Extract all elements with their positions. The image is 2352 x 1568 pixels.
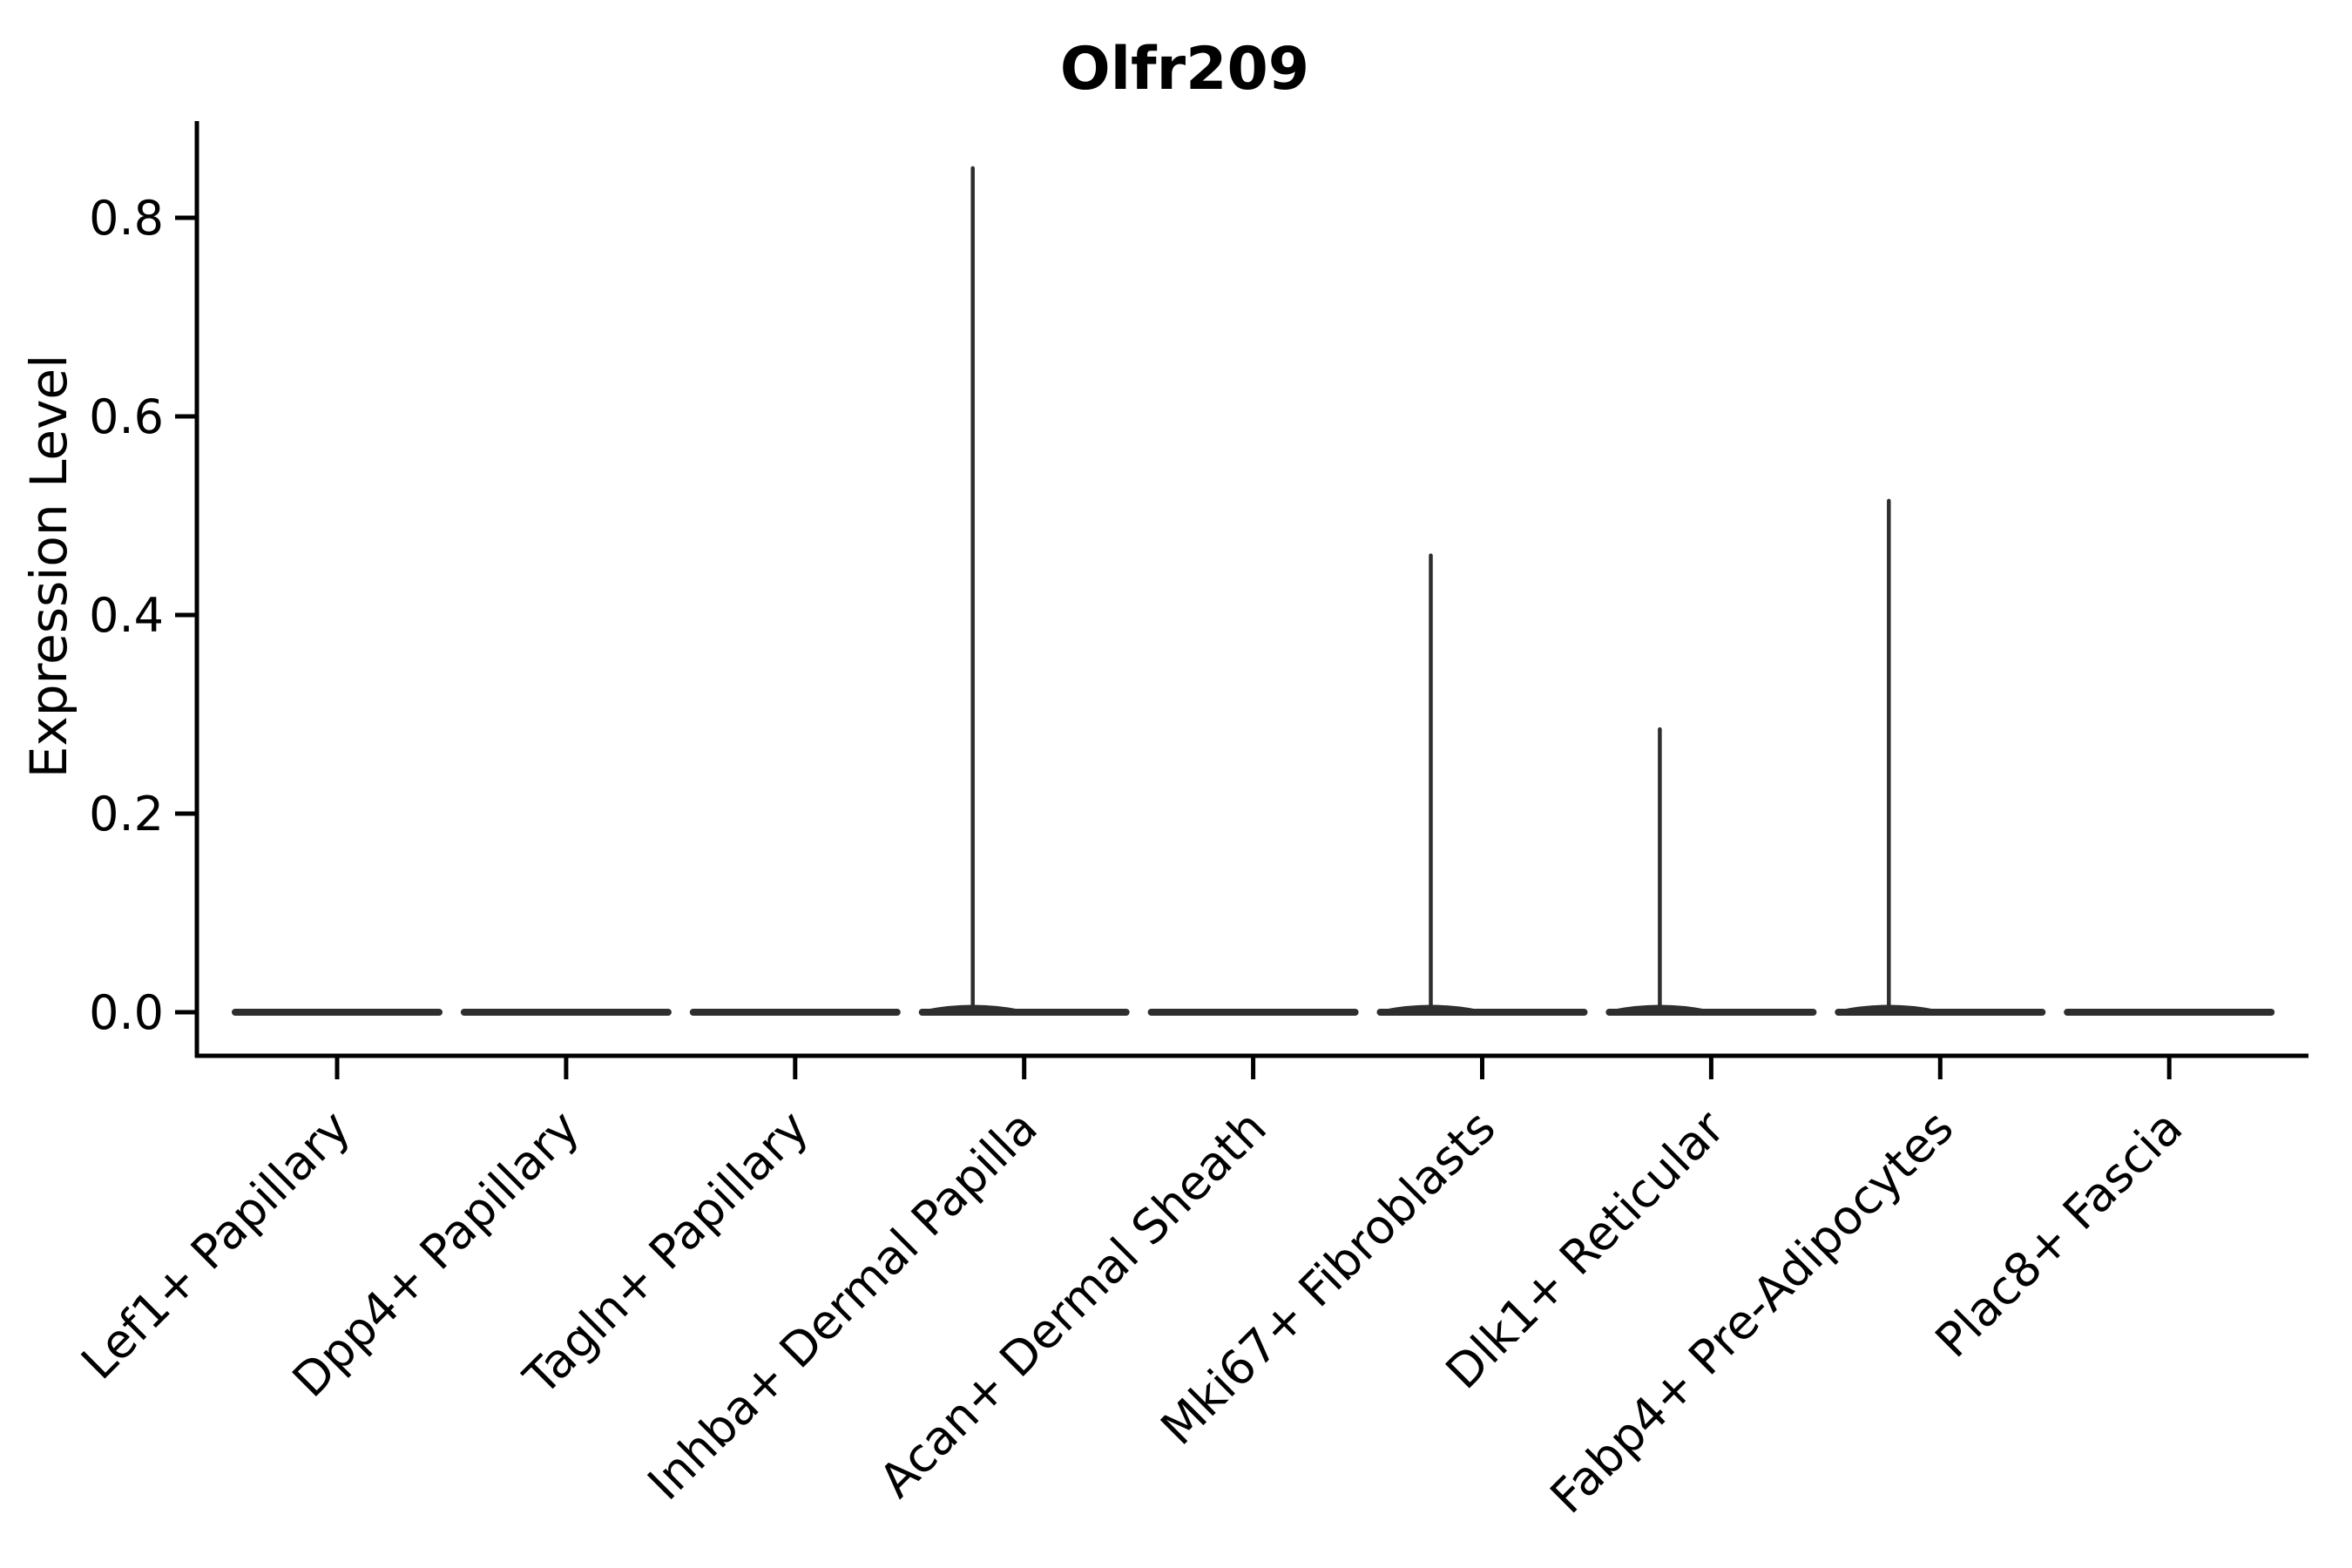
violin-body xyxy=(1376,1009,1588,1016)
y-tick-label: 0.2 xyxy=(89,787,164,841)
violin-body xyxy=(1605,1009,1817,1016)
y-tick-label: 0.6 xyxy=(89,389,164,444)
axes-group xyxy=(194,121,2308,1058)
y-axis-label: Expression Level xyxy=(19,355,78,778)
violin-body xyxy=(460,1009,672,1016)
y-tick-label: 0.4 xyxy=(89,588,164,643)
violin-body xyxy=(1835,1009,2046,1016)
x-tick-label: Acan+ Dermal Sheath xyxy=(868,1100,1276,1508)
violins-group xyxy=(232,166,2275,1016)
y-tick-label: 0.0 xyxy=(89,985,164,1040)
x-tick-label: Plac8+ Fascia xyxy=(1925,1100,2193,1369)
y-axis-ticks: 0.0 0.2 0.4 0.6 0.8 xyxy=(89,191,197,1040)
y-tick-label: 0.8 xyxy=(89,191,164,246)
x-tick-label: Inhba+ Dermal Papilla xyxy=(637,1100,1047,1511)
chart-title: Olfr209 xyxy=(1060,35,1309,104)
violin-body xyxy=(689,1009,901,1016)
violin-body xyxy=(232,1009,443,1016)
violin-body xyxy=(1147,1009,1359,1016)
violin-body xyxy=(918,1009,1130,1016)
x-tick-label: Fabp4+ Pre-Adipocytes xyxy=(1540,1100,1964,1524)
violin-body xyxy=(2064,1009,2275,1016)
